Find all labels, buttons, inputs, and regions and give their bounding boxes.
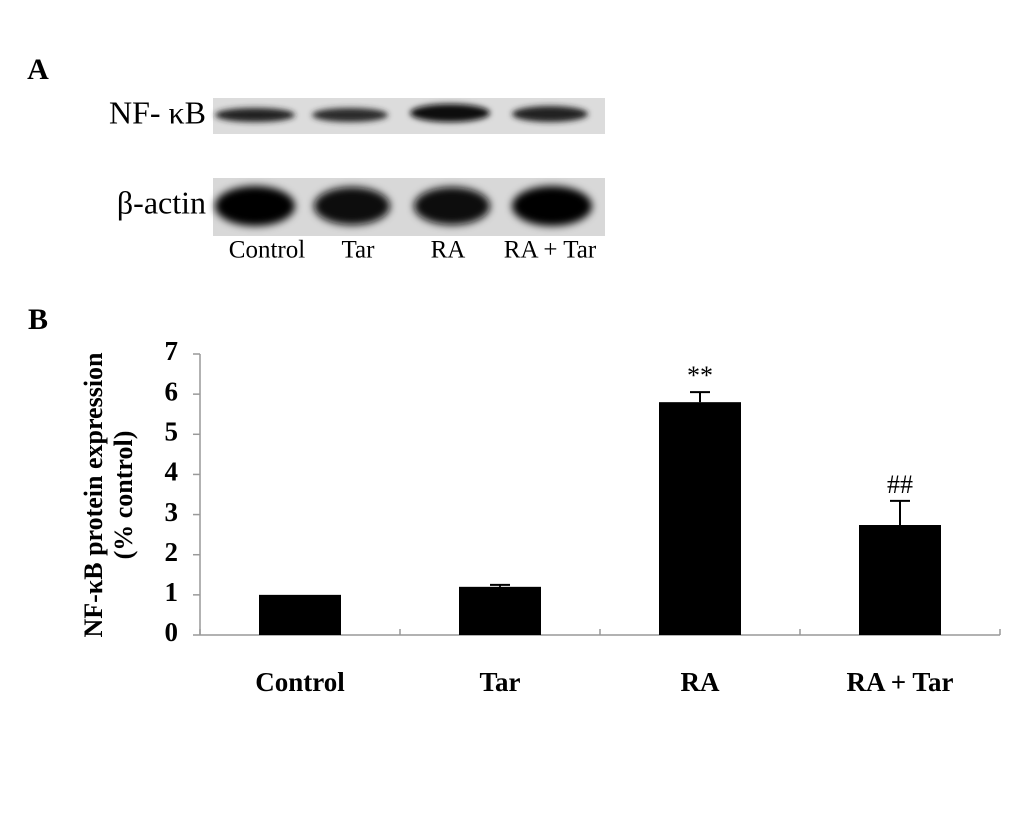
y-tick-label: 2 <box>165 537 179 567</box>
lane-label: Tar <box>342 237 376 264</box>
blot-row-label: β-actin <box>117 184 206 220</box>
y-tick-label: 6 <box>165 376 179 406</box>
x-tick-label: Control <box>255 667 345 697</box>
y-tick-label: 7 <box>165 336 179 366</box>
x-tick-label: RA <box>681 667 720 697</box>
lane-label: RA <box>431 237 466 264</box>
panel-label: A <box>27 53 49 86</box>
y-axis-label: NF-κB protein expression <box>79 352 108 638</box>
bar <box>659 402 741 635</box>
bar <box>259 594 341 635</box>
panel-label: B <box>28 303 48 336</box>
y-tick-label: 5 <box>165 416 179 446</box>
y-axis-label: (% control) <box>109 431 138 560</box>
blot-row-label: NF- κB <box>109 94 206 130</box>
y-tick-label: 4 <box>165 457 179 487</box>
y-tick-label: 0 <box>165 617 179 647</box>
significance-marker: ## <box>887 470 913 499</box>
bar <box>459 586 541 635</box>
blot-actin <box>213 178 605 236</box>
x-tick-label: RA + Tar <box>847 667 954 697</box>
x-tick-label: Tar <box>479 667 520 697</box>
y-tick-label: 1 <box>165 577 179 607</box>
bar <box>859 525 941 635</box>
blot-nfkb <box>213 98 605 134</box>
significance-marker: ** <box>687 361 713 390</box>
lane-label: Control <box>229 237 305 264</box>
y-tick-label: 3 <box>165 497 179 527</box>
lane-label: RA + Tar <box>504 237 597 264</box>
